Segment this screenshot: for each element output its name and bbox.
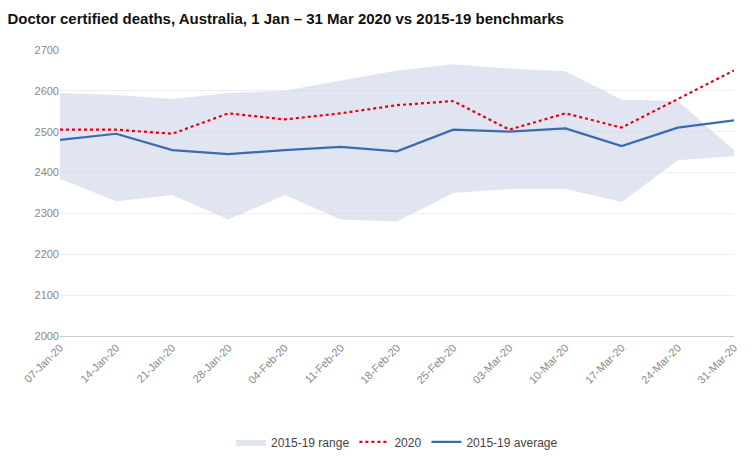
svg-text:Doctor certified deaths, Austr: Doctor certified deaths, Australia, 1 Ja… — [8, 10, 564, 27]
svg-text:11-Feb-20: 11-Feb-20 — [302, 342, 346, 386]
svg-text:2015-19 range: 2015-19 range — [271, 436, 349, 450]
svg-text:2100: 2100 — [35, 289, 59, 301]
svg-text:21-Jan-20: 21-Jan-20 — [134, 342, 178, 386]
svg-text:17-Mar-20: 17-Mar-20 — [583, 342, 627, 386]
svg-text:2000: 2000 — [35, 330, 59, 342]
svg-text:2700: 2700 — [35, 44, 59, 56]
svg-text:03-Mar-20: 03-Mar-20 — [470, 342, 514, 386]
svg-text:2015-19 average: 2015-19 average — [466, 436, 557, 450]
svg-text:24-Mar-20: 24-Mar-20 — [639, 342, 683, 386]
svg-text:14-Jan-20: 14-Jan-20 — [78, 342, 122, 386]
svg-text:2200: 2200 — [35, 248, 59, 260]
svg-text:07-Jan-20: 07-Jan-20 — [22, 342, 66, 386]
svg-text:2300: 2300 — [35, 207, 59, 219]
svg-text:04-Feb-20: 04-Feb-20 — [246, 342, 290, 386]
svg-text:2500: 2500 — [35, 126, 59, 138]
svg-text:18-Feb-20: 18-Feb-20 — [358, 342, 402, 386]
svg-text:2400: 2400 — [35, 166, 59, 178]
svg-text:2600: 2600 — [35, 85, 59, 97]
svg-text:2020: 2020 — [394, 436, 421, 450]
svg-text:31-Mar-20: 31-Mar-20 — [695, 342, 739, 386]
svg-text:10-Mar-20: 10-Mar-20 — [526, 342, 570, 386]
svg-text:25-Feb-20: 25-Feb-20 — [414, 342, 458, 386]
svg-text:28-Jan-20: 28-Jan-20 — [190, 342, 234, 386]
